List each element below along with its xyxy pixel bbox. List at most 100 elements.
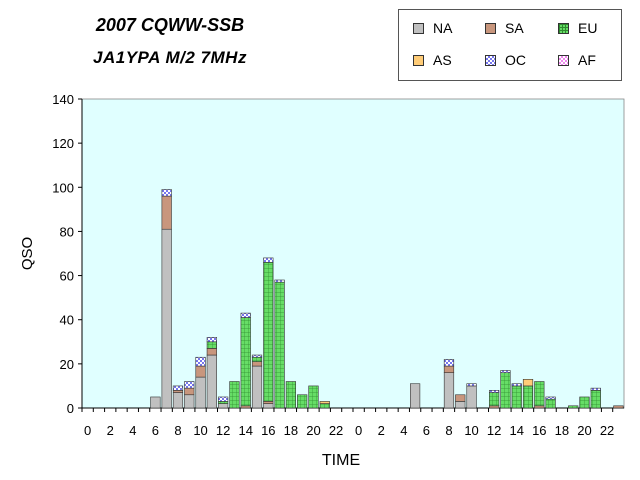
bar-segment-eu (534, 381, 545, 407)
bar-segment-eu (263, 262, 274, 402)
y-tick-label: 80 (60, 224, 74, 239)
legend-label: AF (578, 52, 596, 68)
bar-segment-sa (534, 405, 545, 409)
bar-segment-oc (161, 189, 172, 197)
bar-segment-sa (240, 405, 251, 409)
bar-segment-sa (251, 361, 263, 367)
x-axis-label: TIME (322, 452, 360, 469)
x-tick-label: 10 (193, 423, 207, 438)
x-tick-label: 6 (152, 423, 159, 438)
bar-segment-na (195, 376, 206, 409)
bar-segment-eu (229, 381, 240, 409)
bar-segment-eu (545, 398, 556, 409)
legend-item-af: AF (558, 52, 596, 68)
bar-segment-oc (545, 396, 556, 400)
bar-segment-sa (161, 195, 172, 230)
y-tick-label: 60 (60, 269, 74, 284)
chart-title-line1: 2007 CQWW-SSB (95, 15, 245, 35)
bar-segment-na (218, 403, 229, 409)
bar-segment-na (466, 385, 477, 409)
bar-segment-na (443, 372, 455, 409)
y-tick-label: 20 (60, 357, 74, 372)
y-tick-label: 40 (60, 313, 74, 328)
chart-legend: NA SA EU AS OC AF (398, 9, 622, 81)
legend-item-sa: SA (485, 20, 524, 36)
plot-area (81, 98, 625, 409)
x-tick-label: 2 (378, 423, 385, 438)
chart-title-line2: JA1YPA M/2 7MHz (93, 48, 247, 67)
x-tick-label: 0 (355, 423, 362, 438)
y-tick-label: 100 (52, 180, 74, 195)
bar-segment-eu (308, 385, 319, 409)
bar-segment-sa (455, 394, 466, 402)
x-tick-label: 14 (238, 423, 252, 438)
x-tick-label: 8 (445, 423, 452, 438)
bar-segment-na (206, 354, 217, 409)
bar-segment-oc (274, 279, 285, 283)
bar-segment-oc (251, 354, 263, 358)
bar-segment-sa (443, 365, 455, 373)
x-tick-label: 0 (84, 423, 91, 438)
legend-label: AS (433, 52, 452, 68)
bar-segment-na (184, 394, 195, 409)
bar-segment-eu (206, 341, 217, 349)
x-tick-label: 20 (577, 423, 591, 438)
bar-segment-sa (263, 401, 274, 404)
bar-segment-na (263, 403, 274, 409)
bar-segment-eu (297, 394, 308, 409)
x-tick-label: 20 (306, 423, 320, 438)
legend-item-as: AS (413, 52, 452, 68)
bar-segment-eu (511, 385, 522, 409)
legend-label: OC (505, 52, 526, 68)
bar-segment-eu (251, 356, 263, 362)
bar-segment-eu (218, 401, 229, 404)
x-tick-label: 14 (509, 423, 523, 438)
bar-segment-oc (489, 390, 500, 393)
x-tick-label: 22 (329, 423, 343, 438)
legend-swatch (413, 22, 424, 34)
legend-item-na: NA (413, 20, 452, 36)
bar-segment-eu (568, 405, 579, 409)
bar-segment-oc (218, 396, 229, 402)
bar-segment-eu (579, 396, 590, 409)
bar-segment-eu (285, 381, 296, 409)
x-tick-label: 12 (487, 423, 501, 438)
bar-segment-oc (263, 257, 274, 263)
bar-segment-na (161, 228, 172, 409)
legend-swatch (485, 54, 496, 66)
legend-swatch (413, 54, 424, 66)
y-tick-label: 140 (52, 92, 74, 107)
legend-item-oc: OC (485, 52, 526, 68)
bar-segment-na (150, 396, 161, 409)
bar-segment-sa (613, 405, 624, 409)
x-tick-label: 18 (555, 423, 569, 438)
bar-segment-oc (172, 385, 184, 391)
legend-label: NA (433, 20, 453, 36)
bar-segment-eu (522, 385, 534, 409)
bar-segment-oc (511, 383, 522, 387)
bar-segment-sa (184, 387, 195, 396)
bar-segment-oc (466, 383, 477, 387)
bar-segment-eu (590, 390, 601, 409)
x-tick-label: 6 (423, 423, 430, 438)
bar-segment-sa (489, 405, 500, 409)
bar-segment-oc (240, 312, 251, 318)
x-tick-label: 4 (400, 423, 407, 438)
bar-segment-na (410, 383, 421, 409)
bar-segment-oc (590, 387, 601, 391)
x-tick-label: 2 (107, 423, 114, 438)
bar-segment-sa (206, 348, 217, 356)
bar-segment-eu (319, 403, 330, 409)
bar-segment-oc (184, 381, 195, 389)
x-tick-label: 12 (216, 423, 230, 438)
legend-swatch (558, 22, 569, 34)
bar-segment-eu (500, 372, 511, 409)
bar-segment-as (522, 379, 534, 387)
bar-segment-as (319, 401, 330, 404)
x-tick-label: 4 (129, 423, 136, 438)
x-tick-label: 16 (261, 423, 275, 438)
bar-segment-sa (172, 390, 184, 393)
bar-segment-sa (195, 365, 206, 378)
legend-label: SA (505, 20, 524, 36)
